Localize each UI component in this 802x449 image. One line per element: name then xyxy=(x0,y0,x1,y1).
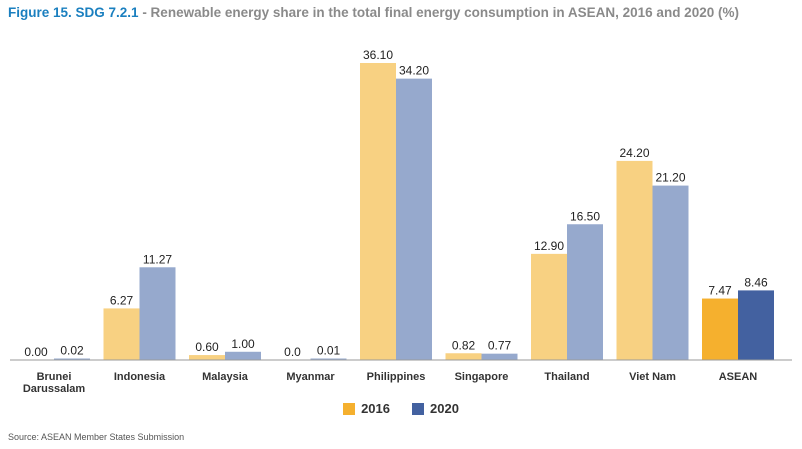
bar-thailand-2020 xyxy=(567,224,603,360)
bar-malaysia-2020 xyxy=(225,351,261,360)
category-label-brunei-darussalam: Darussalam xyxy=(23,383,86,395)
data-label-asean-2020: 8.46 xyxy=(744,275,768,289)
category-label-indonesia: Indonesia xyxy=(114,371,166,383)
category-label-myanmar: Myanmar xyxy=(286,371,335,383)
data-label-asean-2016: 7.47 xyxy=(708,284,732,298)
data-label-singapore-2016: 0.82 xyxy=(452,338,476,352)
bar-asean-2020 xyxy=(738,290,774,360)
legend-swatch-2020 xyxy=(412,402,424,415)
data-label-indonesia-2020: 11.27 xyxy=(143,252,172,266)
legend: 2016 2020 xyxy=(0,401,802,416)
data-label-viet-nam-2020: 21.20 xyxy=(655,171,685,185)
data-label-singapore-2020: 0.77 xyxy=(488,339,512,353)
data-label-malaysia-2016: 0.60 xyxy=(195,340,219,354)
data-label-thailand-2016: 12.90 xyxy=(534,239,564,253)
bar-viet-nam-2016 xyxy=(616,160,653,360)
category-label-asean: ASEAN xyxy=(719,371,758,383)
figure-caption: - Renewable energy share in the total fi… xyxy=(138,5,739,20)
bar-myanmar-2020 xyxy=(310,358,347,360)
legend-swatch-2016 xyxy=(343,402,356,415)
bar-asean-2016 xyxy=(702,298,738,360)
legend-item-2016: 2016 xyxy=(343,401,390,416)
data-label-malaysia-2020: 1.00 xyxy=(231,337,255,351)
category-label-viet-nam: Viet Nam xyxy=(629,371,676,383)
bar-singapore-2016 xyxy=(445,353,482,360)
category-label-singapore: Singapore xyxy=(455,371,509,383)
data-label-indonesia-2016: 6.27 xyxy=(110,293,134,307)
bar-indonesia-2016 xyxy=(103,308,140,360)
bar-malaysia-2016 xyxy=(189,355,225,360)
legend-label-2016: 2016 xyxy=(361,401,390,416)
data-label-thailand-2020: 16.50 xyxy=(570,209,600,223)
source-note: Source: ASEAN Member States Submission xyxy=(8,432,185,442)
bar-indonesia-2020 xyxy=(139,267,176,360)
bar-philippines-2020 xyxy=(396,78,432,360)
category-label-philippines: Philippines xyxy=(367,371,426,383)
data-label-philippines-2016: 36.10 xyxy=(363,48,393,62)
data-label-brunei-darussalam-2020: 0.02 xyxy=(60,344,84,358)
legend-label-2020: 2020 xyxy=(430,401,459,416)
bar-philippines-2016 xyxy=(360,63,396,360)
bar-brunei-darussalam-2020 xyxy=(54,358,90,360)
data-label-viet-nam-2016: 24.20 xyxy=(619,146,649,160)
legend-item-2020: 2020 xyxy=(412,401,459,416)
bar-viet-nam-2020 xyxy=(652,185,689,360)
data-label-brunei-darussalam-2016: 0.00 xyxy=(24,345,48,359)
data-label-philippines-2020: 34.20 xyxy=(399,64,429,78)
chart-title: Figure 15. SDG 7.2.1 - Renewable energy … xyxy=(8,5,798,20)
category-label-thailand: Thailand xyxy=(544,371,589,383)
data-label-myanmar-2020: 0.01 xyxy=(317,344,341,358)
bar-thailand-2016 xyxy=(531,253,567,360)
category-label-malaysia: Malaysia xyxy=(202,371,249,383)
figure-number: Figure 15. SDG 7.2.1 xyxy=(8,5,139,20)
data-label-myanmar-2016: 0.0 xyxy=(284,345,301,359)
category-label-brunei-darussalam: Brunei xyxy=(37,371,72,383)
bar-singapore-2020 xyxy=(481,353,518,360)
